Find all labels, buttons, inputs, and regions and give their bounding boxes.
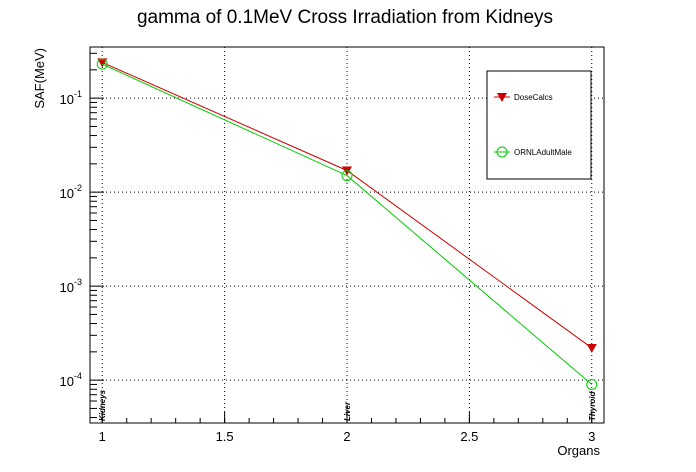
legend-label: ORNLAdultMale (514, 148, 572, 157)
y-tick-label: 10-1 (60, 89, 82, 107)
legend-marker (496, 146, 508, 158)
y-tick-label: 10-4 (60, 371, 82, 389)
legend-label: DoseCalcs (514, 93, 553, 102)
x-tick-label: 3 (588, 429, 595, 444)
x-axis-title: Organs (557, 443, 600, 458)
series-line-1 (102, 63, 593, 385)
data-point (97, 58, 108, 68)
category-label: Kidneys (98, 389, 107, 421)
axes: 1 1.5 2 2.5 3 10-1 10-2 10-3 10-4 Kidneys Liver Thy… (60, 52, 597, 444)
legend-marker (497, 93, 507, 102)
x-tick-label: 1 (99, 429, 106, 444)
x-tick-label: 2.5 (460, 429, 478, 444)
category-label: Thyroid (588, 391, 597, 421)
data-point (586, 378, 598, 390)
chart-title: gamma of 0.1MeV Cross Irradiation from K… (137, 7, 553, 28)
data-point (586, 343, 597, 353)
data-point (96, 58, 108, 70)
category-label: Liver (343, 401, 352, 421)
y-tick-label: 10-3 (60, 277, 82, 295)
x-tick-label: 1.5 (216, 429, 234, 444)
legend: DoseCalcs ORNLAdultMale (486, 70, 592, 180)
legend-box (486, 70, 592, 180)
data-point (341, 170, 353, 182)
series-layer (96, 58, 598, 390)
x-tick-label: 2 (343, 429, 350, 444)
y-axis-title: SAF(MeV) (32, 48, 47, 109)
y-tick-label: 10-2 (60, 183, 82, 201)
